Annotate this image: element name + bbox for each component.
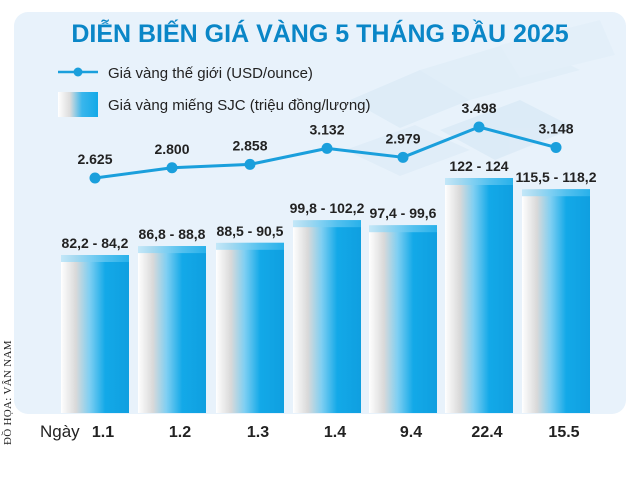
x-tick-label: 1.3: [247, 424, 269, 441]
bar-value-label: 122 - 124: [449, 158, 508, 174]
x-axis-title: Ngày: [40, 422, 80, 441]
bar-9.4: [369, 225, 437, 413]
world-price-point: [244, 158, 256, 170]
bar-1.2: [138, 246, 206, 413]
bar-value-label: 82,2 - 84,2: [62, 235, 129, 251]
legend-line-marker: [73, 67, 83, 77]
bar-1.4: [293, 220, 361, 413]
bar-22.4: [445, 178, 513, 413]
legend-label-sjc-price: Giá vàng miếng SJC (triệu đồng/lượng): [108, 97, 371, 114]
bar-cap-1.4: [293, 220, 361, 228]
bar-1.3: [216, 242, 284, 413]
bar-cap-1.2: [138, 246, 206, 254]
bars-layer: 82,2 - 84,2 86,8 - 88,8 88,5 - 90,5 99,8 - …: [61, 158, 597, 413]
x-tick-label: 1.1: [92, 424, 114, 441]
chart-title: DIỄN BIẾN GIÁ VÀNG 5 THÁNG ĐẦU 2025: [71, 18, 568, 48]
bar-cap-22.4: [445, 178, 513, 185]
x-tick-label: 9.4: [400, 424, 422, 441]
bar-value-label: 115,5 - 118,2: [516, 169, 597, 185]
graphic-credit: ĐỒ HỌA: VÂN NAM: [2, 340, 14, 445]
bar-15.5: [522, 189, 590, 413]
world-price-label: 2.979: [385, 130, 420, 146]
x-tick-label: 22.4: [471, 424, 502, 441]
world-price-point: [166, 162, 178, 174]
bar-value-label: 88,5 - 90,5: [217, 223, 284, 239]
legend-bar-swatch: [58, 92, 98, 117]
bar-value-label: 99,8 - 102,2: [290, 200, 365, 216]
bar-1.1: [61, 255, 129, 413]
bar-cap-15.5: [522, 189, 590, 197]
bar-cap-1.3: [216, 242, 284, 250]
x-axis: Ngày 1.1 1.2 1.3 1.4 9.4 22.4 15.5: [40, 422, 580, 441]
x-tick-label: 1.2: [169, 424, 191, 441]
world-price-label: 3.498: [461, 100, 496, 116]
world-price-label: 3.132: [309, 121, 344, 137]
bar-cap-1.1: [61, 255, 129, 262]
world-price-point: [321, 142, 333, 154]
gold-bar-watermark-icon: [345, 20, 615, 176]
world-price-label: 2.625: [77, 151, 112, 167]
line-layer: 2.625 2.800 2.858 3.132 2.979 3.498 3.148: [77, 100, 574, 184]
bar-cap-9.4: [369, 225, 437, 233]
world-price-point: [473, 121, 485, 133]
world-price-label: 3.148: [538, 120, 573, 136]
x-tick-label: 15.5: [548, 424, 579, 441]
bar-value-label: 86,8 - 88,8: [139, 226, 206, 242]
legend: Giá vàng thế giới (USD/ounce) Giá vàng m…: [58, 65, 371, 117]
x-tick-label: 1.4: [324, 424, 346, 441]
world-price-label: 2.800: [154, 141, 189, 157]
legend-label-world-price: Giá vàng thế giới (USD/ounce): [108, 65, 313, 82]
world-price-point: [397, 151, 409, 163]
world-price-label: 2.858: [232, 137, 267, 153]
world-price-point: [89, 172, 101, 184]
world-price-point: [550, 141, 562, 153]
bar-value-label: 97,4 - 99,6: [370, 205, 437, 221]
